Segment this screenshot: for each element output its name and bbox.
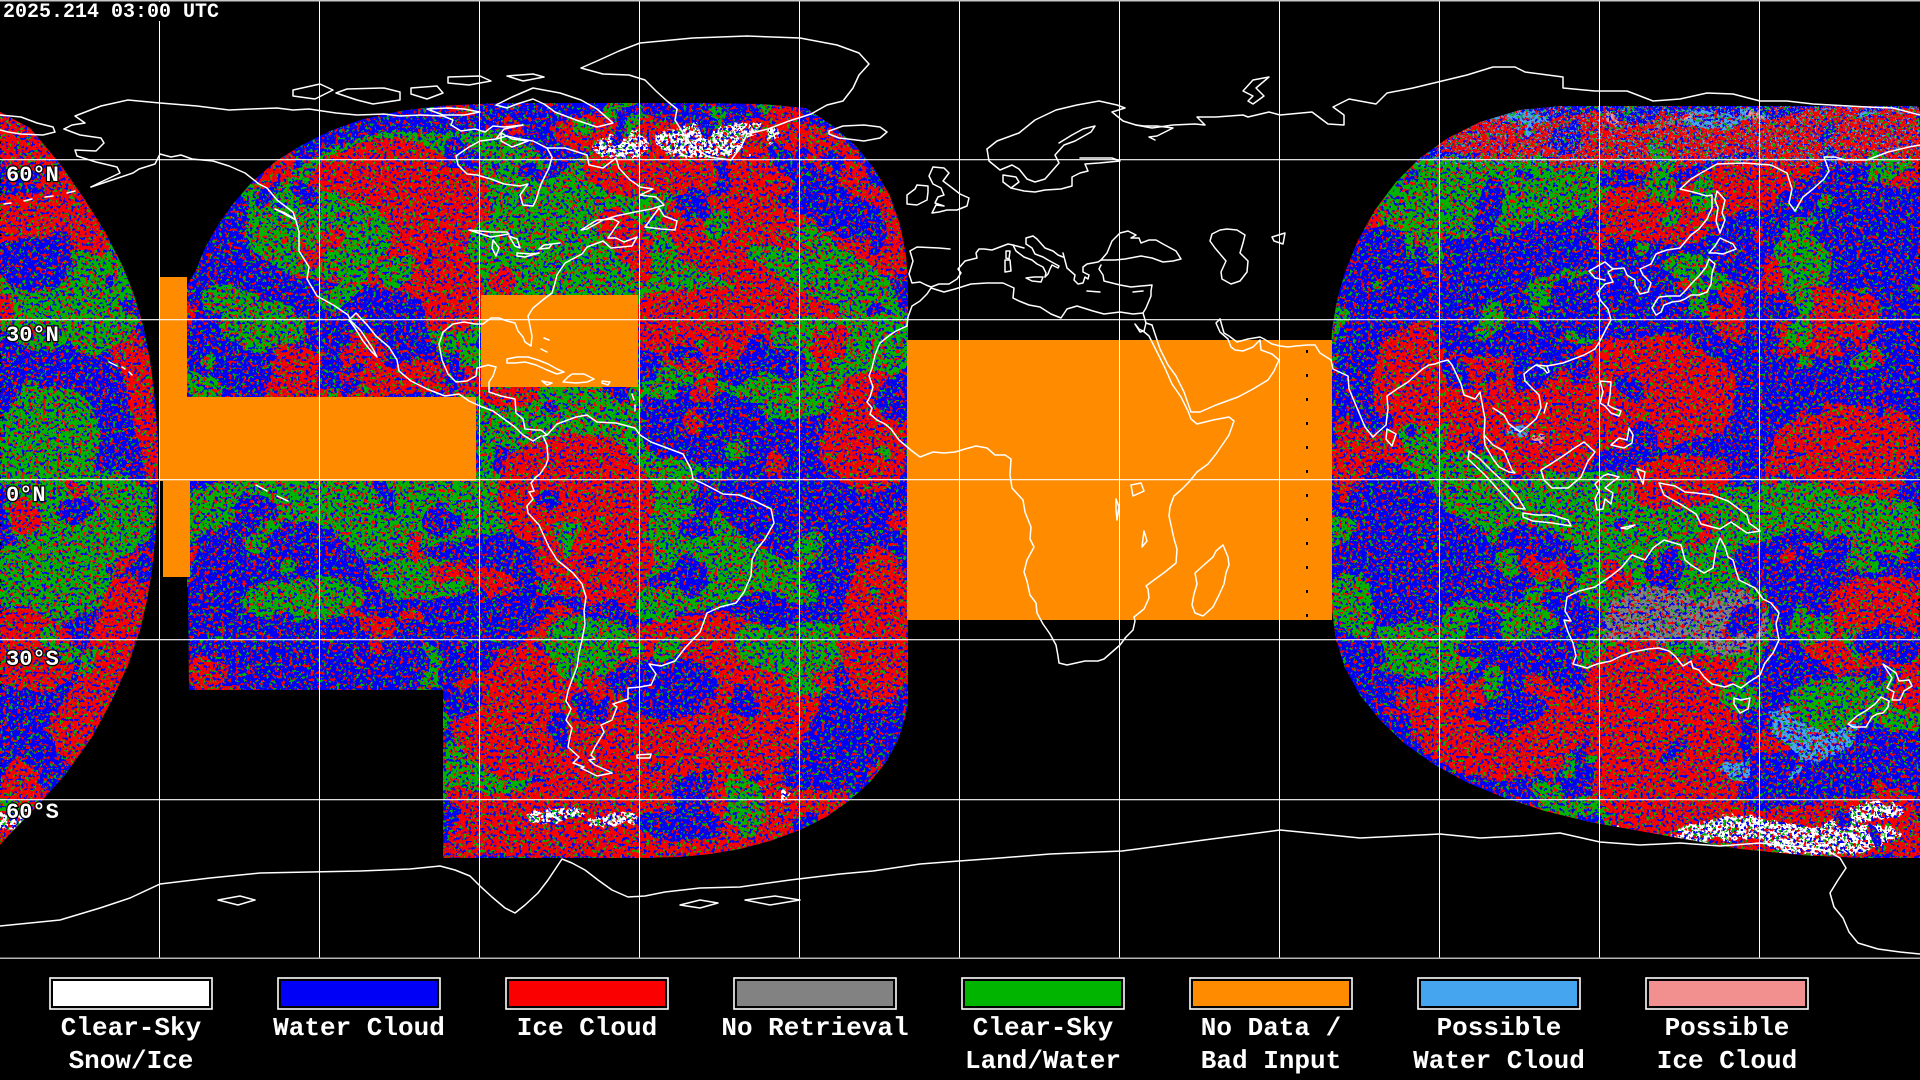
svg-text:Water Cloud: Water Cloud [273, 1013, 445, 1043]
svg-text:0°N: 0°N [6, 483, 46, 508]
svg-text:Land/Water: Land/Water [965, 1046, 1121, 1076]
svg-text:60°N: 60°N [6, 163, 59, 188]
svg-text:Clear-Sky: Clear-Sky [973, 1013, 1114, 1043]
svg-text:Clear-Sky: Clear-Sky [61, 1013, 202, 1043]
svg-text:2025.214 03:00 UTC: 2025.214 03:00 UTC [3, 1, 219, 24]
svg-text:Water Cloud: Water Cloud [1413, 1046, 1585, 1076]
svg-text:30°N: 30°N [6, 323, 59, 348]
svg-text:Snow/Ice: Snow/Ice [69, 1046, 194, 1076]
svg-text:Possible: Possible [1665, 1013, 1790, 1043]
svg-text:30°S: 30°S [6, 647, 59, 672]
svg-text:No Data /: No Data / [1201, 1013, 1341, 1043]
svg-text:No Retrieval: No Retrieval [721, 1013, 908, 1043]
svg-text:Bad Input: Bad Input [1201, 1046, 1341, 1076]
svg-text:Ice Cloud: Ice Cloud [1657, 1046, 1797, 1076]
svg-text:60°S: 60°S [6, 800, 59, 825]
svg-text:Ice Cloud: Ice Cloud [517, 1013, 657, 1043]
svg-text:Possible: Possible [1437, 1013, 1562, 1043]
